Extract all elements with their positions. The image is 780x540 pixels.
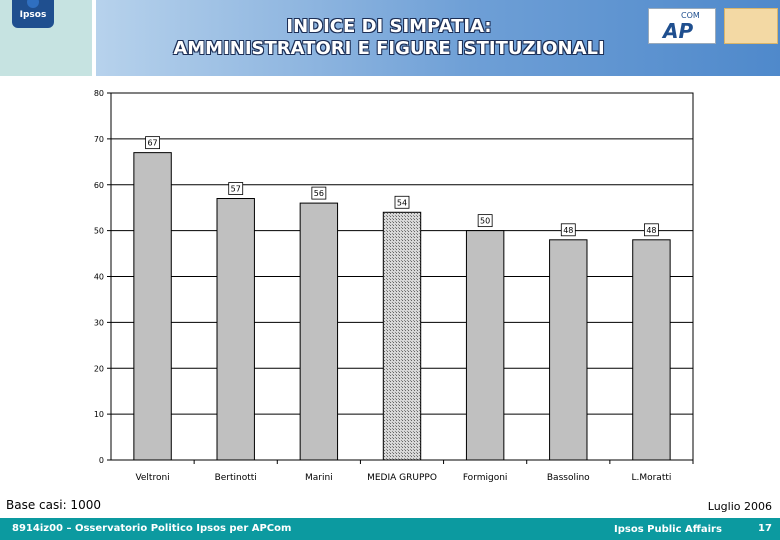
ipsos-logo-text: Ipsos [19, 10, 47, 20]
data-label: 50 [480, 217, 490, 226]
data-label-box [145, 136, 160, 150]
bar [299, 202, 339, 461]
page-title: INDICE DI SIMPATIA: AMMINISTRATORI E FIG… [96, 16, 682, 60]
y-tick-label: 40 [94, 273, 104, 282]
data-label-box [394, 195, 410, 209]
data-label: 48 [563, 226, 573, 235]
x-tick-label: Veltroni [135, 473, 169, 483]
x-tick-label: Formigoni [463, 473, 508, 483]
data-label-box [311, 186, 327, 200]
bar [465, 230, 505, 461]
bar [632, 239, 671, 461]
base-note: Base casi: 1000 [6, 498, 101, 512]
apcom-logo-text: AP [663, 19, 694, 43]
y-tick-label: 80 [94, 89, 104, 98]
bar [549, 239, 588, 461]
y-tick-label: 70 [94, 135, 104, 144]
x-tick-label: Bassolino [547, 473, 590, 483]
data-label-box [228, 182, 244, 195]
x-tick-label: Marini [305, 473, 333, 483]
data-label-box [560, 223, 576, 237]
data-label-box [477, 214, 493, 228]
data-label: 56 [314, 189, 324, 198]
y-tick-label: 20 [94, 364, 104, 373]
apcom-logo: COM AP [648, 8, 716, 44]
bar [382, 211, 422, 461]
apcom-logo-sup: COM [681, 11, 700, 20]
footer-left: 8914iz00 – Osservatorio Politico Ipsos p… [12, 523, 292, 534]
data-label: 57 [231, 185, 241, 194]
y-tick-label: 60 [94, 181, 104, 190]
data-label-box [644, 223, 659, 237]
logo-panel: Ipsos [0, 0, 92, 76]
x-tick-label: L.Moratti [631, 473, 671, 483]
x-tick-label: MEDIA GRUPPO [367, 473, 437, 483]
title-line-1: INDICE DI SIMPATIA: [286, 16, 492, 37]
partner-logo [724, 8, 778, 44]
y-tick-label: 50 [94, 227, 104, 236]
y-tick-label: 10 [94, 410, 104, 419]
x-tick-label: Bertinotti [215, 473, 257, 483]
date-note: Luglio 2006 [707, 500, 772, 513]
bar [216, 198, 255, 461]
data-label: 54 [397, 198, 407, 207]
ipsos-logo: Ipsos [12, 0, 54, 28]
data-label: 67 [147, 139, 157, 148]
y-tick-label: 30 [94, 318, 104, 327]
bar [133, 152, 172, 461]
footer-bar: 8914iz00 – Osservatorio Politico Ipsos p… [0, 518, 780, 540]
data-label: 48 [646, 226, 656, 235]
footer-right: Ipsos Public Affairs [614, 524, 722, 535]
y-tick-label: 0 [99, 456, 104, 465]
title-line-2: AMMINISTRATORI E FIGURE ISTITUZIONALI [173, 38, 605, 59]
page-number: 17 [758, 523, 772, 534]
ipsos-logo-dot-icon [27, 0, 39, 8]
